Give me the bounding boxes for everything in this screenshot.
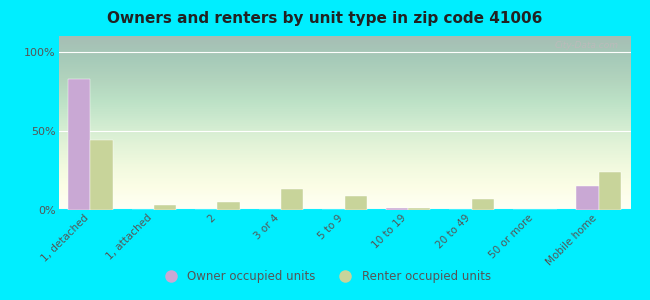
Bar [344,196,367,210]
Bar [386,208,408,210]
Text: Owners and renters by unit type in zip code 41006: Owners and renters by unit type in zip c… [107,11,543,26]
Text: City-Data.com: City-Data.com [555,41,619,50]
Bar [577,186,599,210]
Bar [599,172,621,210]
Bar [472,199,494,210]
Bar [90,140,112,210]
Bar [408,208,430,210]
Bar [154,205,176,210]
Legend: Owner occupied units, Renter occupied units: Owner occupied units, Renter occupied un… [154,266,496,288]
Bar [281,189,303,210]
Bar [217,202,240,210]
Bar [68,79,90,210]
